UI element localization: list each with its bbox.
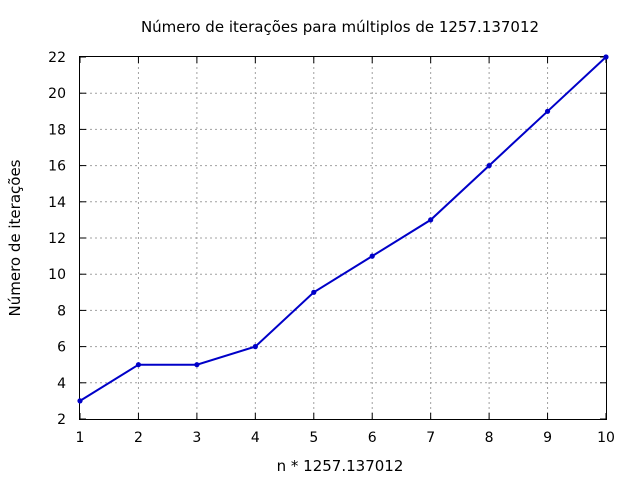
data-point-0-9 [603,54,609,60]
y-tick-label-6: 14 [48,195,66,211]
y-tick-label-7: 16 [48,159,66,175]
y-tick-label-9: 20 [48,86,66,102]
y-tick-label-10: 22 [48,50,66,66]
data-point-0-3 [252,344,258,350]
data-point-0-2 [194,362,200,368]
series-layer [77,54,609,404]
y-tick-label-8: 18 [48,122,66,138]
grid-lines [80,57,606,419]
data-point-0-8 [544,108,551,114]
y-tick-label-5: 12 [48,231,66,247]
y-axis-label: Número de iterações [6,159,24,316]
data-point-0-1 [135,362,142,368]
y-tick-labels: 2 4 6 8 10 12 14 16 18 20 22 [48,50,66,428]
x-tick-label-6: 7 [426,430,435,446]
axis-ticks [79,56,607,420]
data-point-0-0 [77,398,83,404]
y-tick-label-0: 2 [57,412,66,428]
chart-title: Número de iterações para múltiplos de 12… [141,18,539,36]
x-tick-label-7: 8 [485,430,494,446]
data-point-0-7 [486,163,492,169]
x-tick-label-5: 6 [368,430,377,446]
x-tick-label-3: 4 [251,430,260,446]
data-point-0-6 [428,217,434,223]
x-tick-label-8: 9 [543,430,552,446]
data-point-0-4 [311,289,317,295]
y-tick-label-1: 4 [57,376,66,392]
x-axis-label: n * 1257.137012 [277,457,404,475]
x-tick-label-4: 5 [309,430,318,446]
plot-frame [79,56,607,420]
x-tick-label-2: 3 [192,430,201,446]
x-tick-labels: 1 2 3 4 5 6 7 8 9 10 [76,430,615,446]
y-tick-label-2: 6 [57,340,66,356]
x-tick-label-0: 1 [76,430,85,446]
y-tick-label-3: 8 [57,303,66,319]
x-tick-label-9: 10 [597,430,615,446]
y-tick-label-4: 10 [48,267,66,283]
data-point-0-5 [369,253,375,259]
x-tick-label-1: 2 [134,430,143,446]
series-line-0 [79,56,607,402]
